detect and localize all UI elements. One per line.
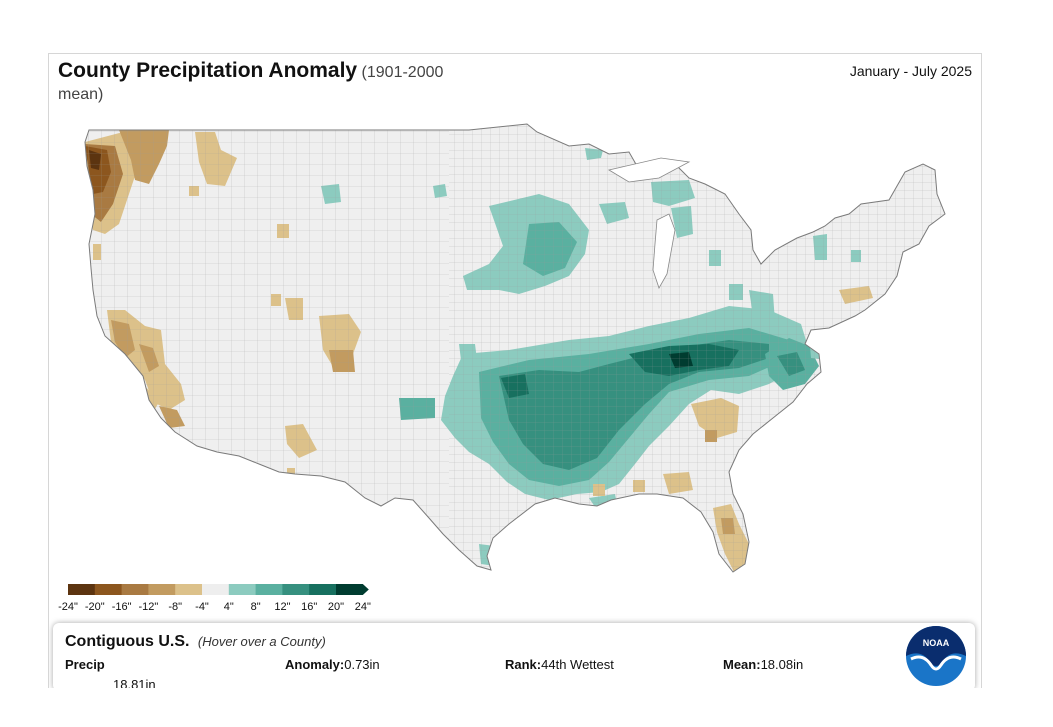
legend-tick-label: -24" [58,601,78,613]
rank-stat: Rank:44th Wettest [505,657,614,672]
panel-header: Contiguous U.S. (Hover over a County) [65,633,326,651]
info-panel: Contiguous U.S. (Hover over a County) Pr… [53,623,975,688]
legend-swatch [148,584,176,595]
precip-label: Precip [65,657,105,672]
legend-swatch [282,584,310,595]
legend-swatch [336,584,369,595]
hover-hint: (Hover over a County) [197,634,326,649]
legend-swatch [309,584,337,595]
legend-tick-label: 20" [328,601,344,613]
map-subtitle: (1901-2000 [361,64,444,81]
legend-tick-label: -12" [138,601,158,613]
legend-swatch [255,584,283,595]
legend-tick-label: -8" [168,601,182,613]
legend-tick-label: -20" [85,601,105,613]
legend-tick-label: -4" [195,601,209,613]
region-name: Contiguous U.S. [65,633,190,650]
title-block: County Precipitation Anomaly (1901-2000 … [58,60,488,106]
legend-tick-label: 24" [355,601,371,613]
legend-tick-label: 16" [301,601,317,613]
map-frame: County Precipitation Anomaly (1901-2000 … [48,53,982,688]
legend-swatch [94,584,123,595]
legend-tick-label: -16" [112,601,132,613]
map-title: County Precipitation Anomaly [58,59,358,82]
legend-swatch [228,584,257,595]
noaa-logo-text: NOAA [923,638,950,648]
lake-michigan [652,213,676,289]
color-legend: -24" -20" -16" -12" -8" -4" 4" 8" 12" 16" 20" 24" [58,584,371,613]
lake-superior [607,157,691,183]
legend-swatch [121,584,149,595]
anomaly-stat: Anomaly:0.73in [285,657,380,672]
precip-value: 18.81in [113,677,156,688]
us-county-map[interactable] [49,54,981,594]
mean-stat: Mean:18.08in [723,657,804,672]
map-subtitle-cont: mean) [58,86,104,103]
legend-tick-label: 8" [251,601,261,613]
county-borders [85,124,945,572]
legend-tick-label: 4" [224,601,234,613]
legend-swatch [175,584,203,595]
legend-swatch [68,584,96,595]
legend-tick-label: 12" [274,601,290,613]
time-period: January - July 2025 [849,63,972,79]
legend-swatch [202,584,230,595]
noaa-logo-icon[interactable]: NOAA [905,625,967,687]
